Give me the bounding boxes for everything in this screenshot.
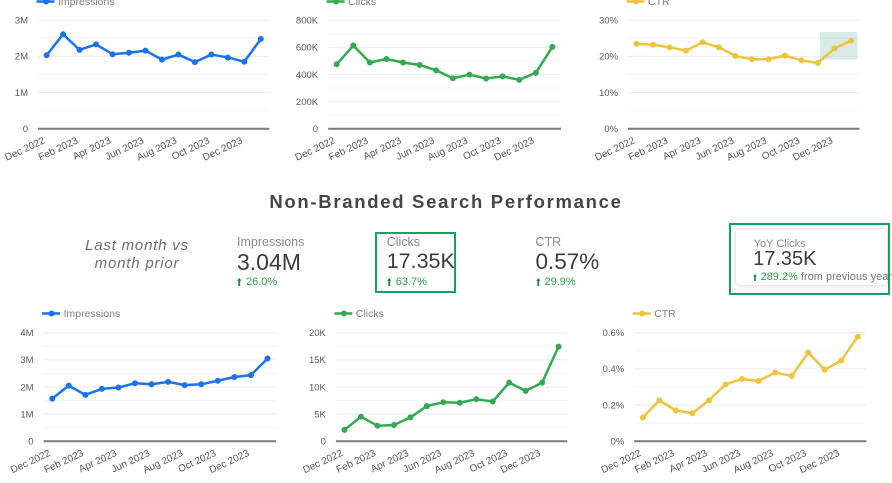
svg-text:600K: 600K: [296, 43, 319, 54]
svg-text:0: 0: [321, 437, 326, 448]
svg-text:0.4%: 0.4%: [603, 364, 625, 375]
svg-text:2M: 2M: [15, 52, 28, 63]
svg-text:Clicks: Clicks: [356, 308, 384, 320]
svg-text:Impressions: Impressions: [64, 308, 121, 320]
svg-text:Clicks: Clicks: [348, 0, 376, 8]
svg-text:CTR: CTR: [648, 0, 670, 8]
svg-text:2M: 2M: [20, 382, 33, 393]
svg-text:1M: 1M: [20, 409, 33, 420]
svg-text:15K: 15K: [309, 355, 327, 366]
svg-text:1M: 1M: [15, 88, 28, 99]
svg-text:400K: 400K: [296, 70, 319, 81]
svg-text:Impressions: Impressions: [58, 0, 115, 8]
svg-text:0%: 0%: [604, 124, 618, 135]
svg-text:3M: 3M: [20, 355, 33, 366]
svg-text:0: 0: [28, 437, 33, 448]
svg-text:0%: 0%: [610, 437, 624, 448]
svg-text:10%: 10%: [599, 88, 619, 99]
svg-text:0: 0: [23, 124, 28, 135]
svg-text:0.2%: 0.2%: [603, 400, 625, 411]
svg-text:3M: 3M: [15, 16, 28, 27]
svg-text:20%: 20%: [599, 52, 619, 63]
svg-text:30%: 30%: [599, 16, 619, 27]
svg-text:0.6%: 0.6%: [603, 328, 625, 339]
svg-text:CTR: CTR: [654, 308, 676, 320]
svg-text:800K: 800K: [296, 16, 319, 27]
svg-text:200K: 200K: [296, 97, 319, 108]
svg-text:5K: 5K: [314, 409, 326, 420]
svg-text:4M: 4M: [20, 328, 33, 339]
svg-text:0: 0: [313, 124, 318, 135]
svg-text:20K: 20K: [309, 328, 327, 339]
svg-text:10K: 10K: [309, 382, 327, 393]
